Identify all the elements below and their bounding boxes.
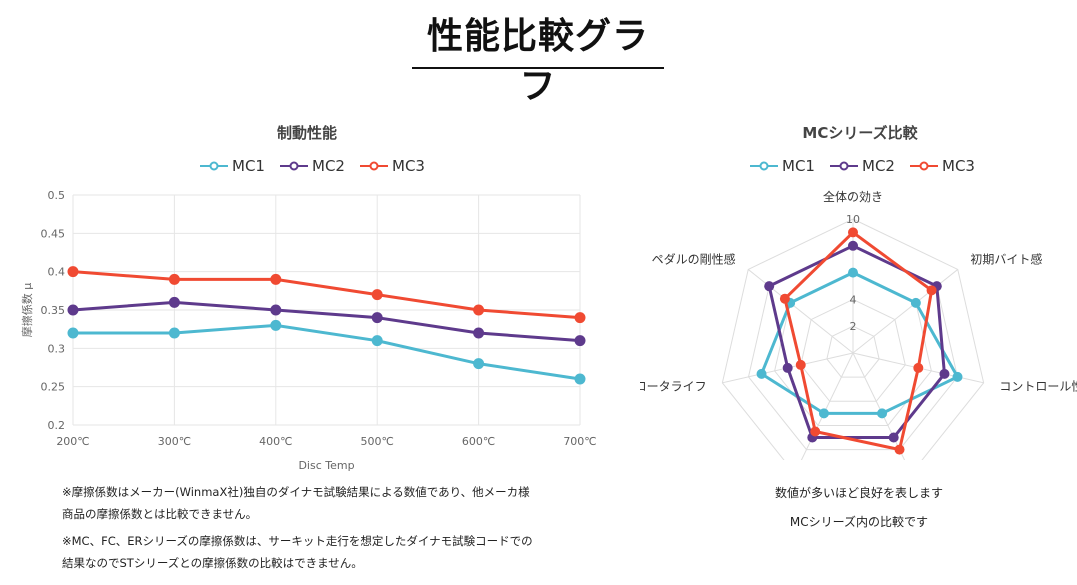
- radar-point-mc3: [795, 359, 806, 370]
- data-point-mc3: [473, 304, 485, 316]
- x-tick-label: 700℃: [563, 435, 596, 448]
- line-chart-note-2: ※MC、FC、ERシリーズの摩擦係数は、サーキット走行を想定したダイナモ試験コー…: [62, 530, 533, 574]
- title-underline: [412, 67, 664, 69]
- radar-tick-label: 10: [846, 213, 860, 226]
- data-point-mc1: [574, 373, 586, 385]
- radar-series-mc1: [760, 271, 960, 415]
- chart-title: 制動性能: [277, 124, 337, 142]
- radar-tick-label: 4: [850, 293, 857, 306]
- data-point-mc1: [67, 327, 79, 339]
- x-tick-label: 500℃: [361, 435, 394, 448]
- line-chart-note-1: ※摩擦係数はメーカー(WinmaX社)独自のダイナモ試験結果による数値であり、他…: [62, 481, 530, 525]
- radar-point-mc1: [877, 408, 888, 419]
- data-point-mc3: [67, 266, 79, 278]
- data-point-mc3: [371, 289, 383, 301]
- legend-marker: [369, 161, 379, 171]
- legend-label: MC2: [862, 157, 895, 175]
- radar-grid-ring: [721, 218, 985, 460]
- data-point-mc2: [270, 304, 282, 316]
- legend-marker: [839, 161, 849, 171]
- radar-point-mc1: [952, 371, 963, 382]
- x-tick-label: 200℃: [56, 435, 89, 448]
- legend-label: MC1: [232, 157, 265, 175]
- legend-marker: [759, 161, 769, 171]
- radar-axis-label: コントロール性: [999, 379, 1077, 393]
- radar-axis-label: ペダルの剛性感: [652, 251, 736, 266]
- radar-point-mc1: [756, 368, 767, 379]
- y-tick-label: 0.3: [48, 342, 66, 355]
- legend-label: MC3: [392, 157, 425, 175]
- radar-point-mc3: [926, 285, 937, 296]
- data-point-mc3: [574, 312, 586, 324]
- data-point-mc1: [270, 319, 282, 331]
- y-tick-label: 0.4: [48, 266, 66, 279]
- radar-point-mc3: [913, 362, 924, 373]
- radar-tick-label: 2: [850, 320, 857, 333]
- data-point-mc2: [168, 296, 180, 308]
- data-point-mc2: [67, 304, 79, 316]
- x-tick-label: 400℃: [259, 435, 292, 448]
- y-tick-label: 0.35: [41, 304, 66, 317]
- y-tick-label: 0.45: [41, 227, 66, 240]
- legend-label: MC1: [782, 157, 815, 175]
- radar-caption-1: 数値が多いほど良好を表します: [774, 486, 943, 500]
- radar-point-mc1: [910, 297, 921, 308]
- chart-title: MCシリーズ比較: [802, 124, 918, 142]
- legend-label: MC2: [312, 157, 345, 175]
- legend-label: MC3: [942, 157, 975, 175]
- radar-axis-label: 初期バイト感: [970, 251, 1042, 266]
- data-point-mc2: [574, 335, 586, 347]
- note-line: ※MC、FC、ERシリーズの摩擦係数は、サーキット走行を想定したダイナモ試験コー…: [62, 534, 533, 548]
- radar-point-mc2: [848, 240, 858, 251]
- data-point-mc2: [473, 327, 485, 339]
- radar-point-mc2: [764, 281, 775, 292]
- legend-marker: [209, 161, 219, 171]
- y-tick-label: 0.25: [41, 381, 66, 394]
- radar-caption-2: MCシリーズ内の比較です: [789, 515, 929, 529]
- series-line-mc2: [72, 300, 581, 343]
- radar-point-mc2: [939, 368, 950, 379]
- radar-point-mc1: [818, 408, 829, 419]
- data-point-mc1: [168, 327, 180, 339]
- note-line: 商品の摩擦係数とは比較できません。: [62, 507, 258, 521]
- radar-point-mc2: [888, 432, 899, 443]
- radar-series-mc2: [767, 244, 946, 440]
- x-axis-label: Disc Temp: [298, 459, 354, 472]
- radar-axis-label: ロータライフ: [640, 379, 707, 393]
- y-axis-label: 摩擦係数 μ: [20, 283, 34, 338]
- line-chart: 制動性能 MC1 MC2 MC3 0.2 0.25 0.3 0.35 0.4 0.45 0.5 200…: [20, 124, 597, 472]
- data-point-mc2: [371, 312, 383, 324]
- radar-grid-ring: [800, 298, 906, 402]
- radar-chart: MCシリーズ比較MC1MC2MC3246810全体の効き初期バイト感コントロール…: [640, 124, 1077, 460]
- data-point-mc1: [371, 335, 383, 347]
- radar-point-mc1: [848, 267, 858, 278]
- note-line: 結果なのでSTシリーズとの摩擦係数の比較はできません。: [62, 556, 363, 570]
- radar-point-mc3: [848, 227, 858, 238]
- y-tick-label: 0.5: [48, 189, 66, 202]
- radar-grid-ring: [747, 245, 959, 451]
- data-point-mc1: [473, 358, 485, 370]
- x-tick-label: 300℃: [158, 435, 191, 448]
- y-tick-label: 0.2: [48, 419, 66, 432]
- x-tick-label: 600℃: [462, 435, 495, 448]
- radar-point-mc3: [894, 444, 905, 455]
- radar-point-mc3: [810, 426, 821, 437]
- series-line-mc1: [73, 323, 581, 381]
- legend-marker: [289, 161, 299, 171]
- radar-point-mc2: [782, 362, 793, 373]
- data-point-mc3: [270, 273, 282, 285]
- radar-point-mc3: [779, 293, 790, 304]
- radar-grid-ring: [826, 325, 880, 378]
- series-line-mc3: [72, 270, 581, 320]
- radar-axis-label: 全体の効き: [823, 189, 883, 204]
- radar-series-mc3: [783, 230, 934, 452]
- legend-marker: [919, 161, 929, 171]
- data-point-mc3: [168, 273, 180, 285]
- page-title: 性能比較グラフ: [426, 16, 649, 107]
- note-line: ※摩擦係数はメーカー(WinmaX社)独自のダイナモ試験結果による数値であり、他…: [62, 485, 530, 499]
